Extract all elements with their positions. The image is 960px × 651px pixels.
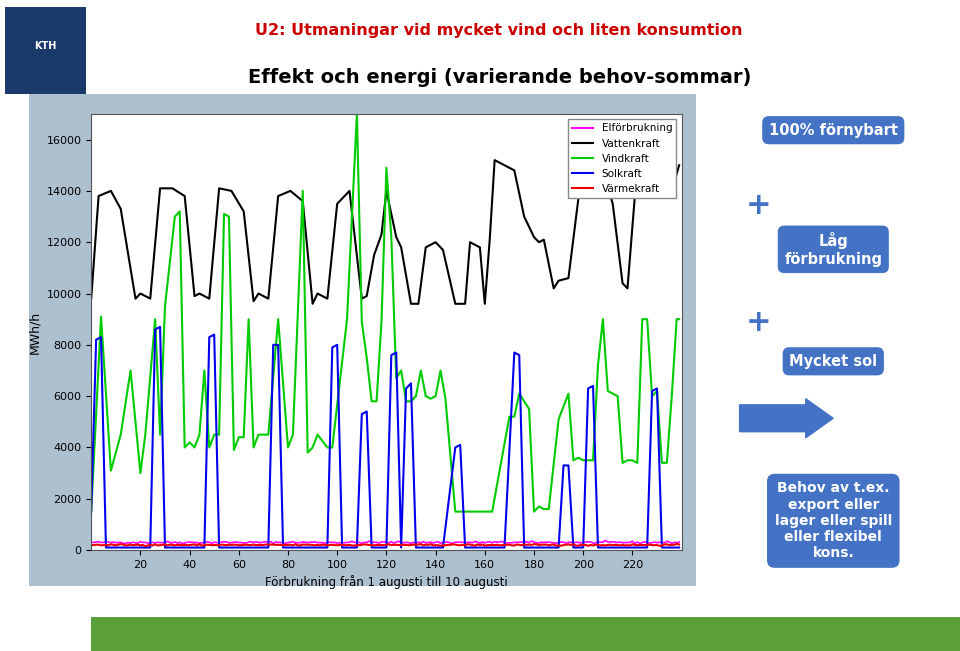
Värmekraft: [181, 541, 193, 549]
Vattenkraft: [125, 265, 136, 273]
Vindkraft: [125, 367, 136, 374]
Vattenkraft: [285, 187, 297, 195]
Vindkraft: [351, 110, 363, 118]
Vattenkraft: [179, 192, 190, 200]
Line: Vindkraft: Vindkraft: [91, 114, 679, 512]
Elförbrukning: [287, 538, 299, 546]
Värmekraft: [287, 542, 299, 549]
Solkraft: [155, 323, 166, 331]
Elförbrukning: [476, 538, 488, 546]
Vattenkraft: [307, 300, 319, 308]
FancyArrow shape: [739, 398, 833, 438]
Elförbrukning: [636, 539, 648, 547]
Elförbrukning: [268, 540, 279, 547]
Värmekraft: [476, 540, 488, 548]
Vattenkraft: [636, 159, 648, 167]
Vattenkraft: [85, 295, 97, 303]
Värmekraft: [673, 540, 684, 548]
Vattenkraft: [673, 161, 684, 169]
Text: 100% förnybart: 100% förnybart: [769, 122, 898, 138]
Värmekraft: [110, 542, 122, 549]
Vindkraft: [673, 315, 684, 323]
Vattenkraft: [476, 271, 488, 279]
Solkraft: [183, 544, 195, 551]
Vindkraft: [634, 387, 645, 395]
Värmekraft: [125, 540, 136, 548]
Värmekraft: [85, 542, 97, 549]
Solkraft: [85, 508, 97, 516]
Vindkraft: [476, 508, 488, 516]
Elförbrukning: [85, 538, 97, 546]
Solkraft: [100, 544, 111, 551]
Vindkraft: [85, 508, 97, 516]
Text: Låg
förbrukning: Låg förbrukning: [784, 232, 882, 266]
Line: Värmekraft: Värmekraft: [91, 544, 679, 546]
Vindkraft: [110, 449, 122, 456]
Vattenkraft: [110, 196, 122, 204]
Vindkraft: [179, 443, 190, 451]
Text: KTH: KTH: [35, 41, 57, 51]
Legend: Elförbrukning, Vattenkraft, Vindkraft, Solkraft, Värmekraft: Elförbrukning, Vattenkraft, Vindkraft, S…: [568, 119, 677, 199]
Elförbrukning: [125, 539, 136, 547]
Solkraft: [290, 544, 301, 551]
Text: U2: Utmaningar vid mycket vind och liten konsumtion: U2: Utmaningar vid mycket vind och liten…: [255, 23, 743, 38]
Text: Effekt och energi (varierande behov-sommar): Effekt och energi (varierande behov-somm…: [248, 68, 751, 87]
Solkraft: [636, 544, 648, 551]
Elförbrukning: [179, 539, 190, 547]
Elförbrukning: [600, 536, 612, 544]
Vindkraft: [285, 437, 297, 445]
Solkraft: [112, 544, 124, 551]
Y-axis label: MWh/h: MWh/h: [28, 311, 40, 353]
Elförbrukning: [110, 539, 122, 547]
Line: Vattenkraft: Vattenkraft: [91, 160, 679, 304]
Värmekraft: [671, 540, 683, 547]
Solkraft: [479, 544, 491, 551]
Text: Behov av t.ex.
export eller
lager eller spill
eller flexibel
kons.: Behov av t.ex. export eller lager eller …: [775, 481, 892, 561]
Text: Mycket sol: Mycket sol: [789, 353, 877, 369]
Text: +: +: [746, 308, 771, 337]
Vattenkraft: [489, 156, 500, 164]
Line: Solkraft: Solkraft: [91, 327, 679, 547]
Line: Elförbrukning: Elförbrukning: [91, 540, 679, 544]
Elförbrukning: [673, 538, 684, 546]
Text: +: +: [746, 191, 771, 219]
Solkraft: [673, 544, 684, 551]
X-axis label: Förbrukning från 1 augusti till 10 augusti: Förbrukning från 1 augusti till 10 augus…: [265, 575, 508, 589]
Solkraft: [128, 544, 139, 551]
Värmekraft: [139, 542, 151, 550]
Värmekraft: [634, 541, 645, 549]
